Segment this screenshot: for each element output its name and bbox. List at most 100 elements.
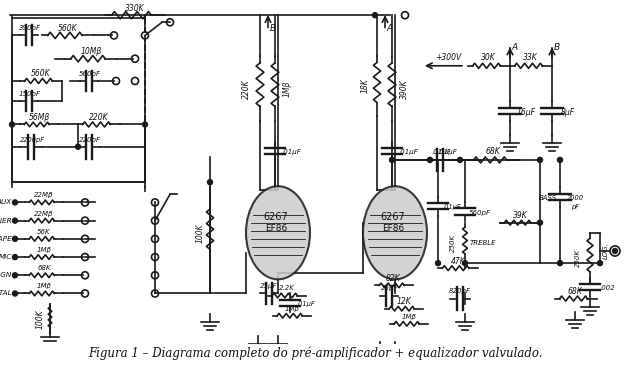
Circle shape [110, 32, 118, 39]
Text: 560K: 560K [58, 24, 78, 33]
Circle shape [597, 260, 602, 266]
Circle shape [151, 199, 159, 206]
Text: 12K: 12K [397, 297, 411, 306]
Text: A: A [512, 43, 518, 52]
Text: 100K: 100K [35, 309, 45, 329]
Text: 560pF: 560pF [79, 71, 101, 77]
Text: 25μF: 25μF [260, 283, 278, 289]
Text: TREBLE: TREBLE [470, 240, 496, 246]
Text: .01μF: .01μF [431, 149, 451, 155]
Circle shape [132, 77, 139, 84]
Text: 1Mβ: 1Mβ [285, 306, 299, 312]
Text: 16μF: 16μF [517, 108, 536, 117]
Text: 68K: 68K [37, 265, 51, 271]
Text: pF: pF [571, 205, 579, 211]
Text: TAPE: TAPE [0, 236, 12, 242]
Circle shape [428, 157, 433, 162]
Circle shape [13, 273, 18, 278]
Text: 6267: 6267 [263, 212, 289, 222]
Text: 8μF: 8μF [561, 108, 575, 117]
Text: 2200pF: 2200pF [20, 137, 45, 143]
Text: +300V: +300V [435, 53, 461, 62]
Circle shape [151, 290, 159, 297]
Circle shape [113, 77, 120, 84]
Text: B: B [270, 24, 276, 33]
Circle shape [151, 272, 159, 279]
Text: 100K: 100K [195, 223, 205, 243]
Circle shape [81, 235, 88, 242]
Circle shape [401, 11, 408, 19]
Text: MIC: MIC [0, 254, 12, 260]
Circle shape [81, 290, 88, 297]
Text: Figura 1 – Diagrama completo do pré-amplificador + equalizador valvulado.: Figura 1 – Diagrama completo do pré-ampl… [88, 347, 542, 360]
Ellipse shape [363, 186, 427, 279]
Text: 560K: 560K [32, 70, 51, 78]
Circle shape [207, 180, 212, 185]
Text: 250K: 250K [450, 234, 456, 252]
Circle shape [151, 253, 159, 260]
Circle shape [558, 157, 563, 162]
Text: CRISTAL: CRISTAL [0, 290, 12, 296]
Circle shape [537, 157, 542, 162]
Circle shape [372, 13, 377, 18]
Circle shape [81, 217, 88, 224]
Text: 82K: 82K [386, 274, 401, 283]
Circle shape [558, 260, 563, 266]
Circle shape [13, 200, 18, 205]
Text: EF86: EF86 [382, 224, 404, 233]
Circle shape [151, 235, 159, 242]
Text: 22Mβ: 22Mβ [34, 192, 54, 198]
Ellipse shape [246, 186, 310, 279]
Text: TUNER: TUNER [0, 218, 12, 223]
Circle shape [389, 157, 394, 162]
Text: MAGN: MAGN [0, 272, 12, 278]
Text: 56K: 56K [37, 229, 51, 235]
Circle shape [9, 122, 14, 127]
Text: A: A [387, 24, 393, 33]
Text: 390pF: 390pF [19, 25, 41, 31]
Circle shape [166, 19, 173, 26]
Circle shape [462, 260, 467, 266]
Text: AUX: AUX [0, 199, 12, 205]
Circle shape [142, 122, 147, 127]
Circle shape [435, 260, 440, 266]
Text: 39K: 39K [513, 211, 527, 220]
Text: 150pF: 150pF [19, 91, 41, 97]
Text: 2.2K: 2.2K [279, 285, 295, 292]
Text: 560pF: 560pF [469, 209, 491, 216]
Circle shape [13, 291, 18, 296]
Circle shape [610, 246, 620, 256]
Text: EF86: EF86 [265, 224, 287, 233]
Circle shape [13, 218, 18, 223]
Circle shape [76, 144, 81, 149]
Text: 1Mβ: 1Mβ [37, 283, 52, 289]
Bar [12, 18, 145, 182]
Text: 22Mβ: 22Mβ [34, 211, 54, 216]
Text: .01μF: .01μF [443, 205, 461, 211]
Circle shape [457, 157, 462, 162]
Circle shape [612, 249, 617, 253]
Text: 68K: 68K [568, 287, 582, 296]
Text: .01μF: .01μF [281, 149, 301, 155]
Circle shape [81, 272, 88, 279]
Circle shape [132, 55, 139, 62]
Circle shape [13, 255, 18, 260]
Text: 330K: 330K [125, 4, 145, 13]
Circle shape [13, 236, 18, 241]
Text: 1Mβ: 1Mβ [401, 314, 416, 320]
Text: 220pF: 220pF [79, 137, 101, 143]
Text: BASS: BASS [539, 195, 557, 201]
Text: 390K: 390K [399, 79, 408, 99]
Text: 2000: 2000 [566, 195, 583, 201]
Text: 1Mβ: 1Mβ [282, 81, 292, 97]
Circle shape [151, 217, 159, 224]
Text: 1Mβ: 1Mβ [37, 247, 52, 253]
Text: 820pF: 820pF [449, 289, 471, 295]
Circle shape [81, 199, 88, 206]
Text: 25μF: 25μF [381, 285, 399, 292]
Text: 33K: 33K [523, 53, 537, 62]
Text: 18K: 18K [360, 79, 370, 93]
Text: 220K: 220K [241, 79, 251, 99]
Circle shape [142, 32, 149, 39]
Text: 30K: 30K [481, 53, 495, 62]
